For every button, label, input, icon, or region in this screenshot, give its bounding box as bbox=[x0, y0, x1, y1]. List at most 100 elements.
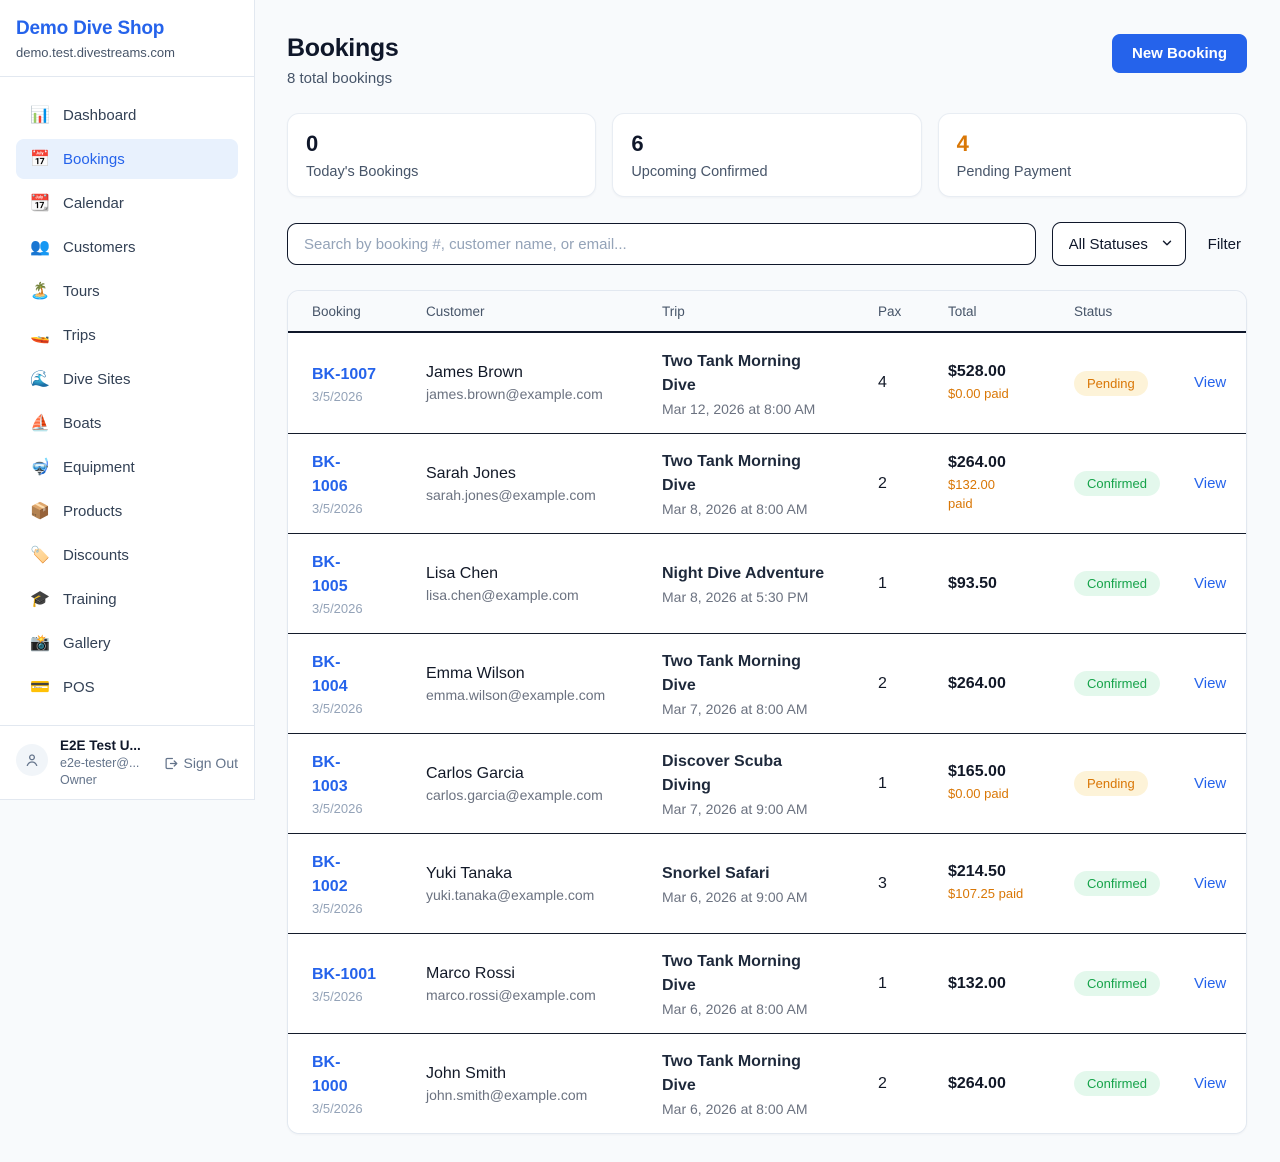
view-link[interactable]: View bbox=[1194, 874, 1227, 892]
status-select[interactable]: All Statuses bbox=[1051, 222, 1186, 266]
sidebar-item-label: Equipment bbox=[63, 458, 135, 476]
status-badge: Confirmed bbox=[1074, 571, 1160, 596]
booking-id-link[interactable]: BK- 1006 bbox=[312, 454, 348, 495]
booking-date: 3/5/2026 bbox=[312, 701, 363, 716]
booking-cell: BK- 1003 3/5/2026 bbox=[312, 751, 426, 816]
total-cell: $264.00 $132.00 paid bbox=[948, 454, 1074, 514]
pax-count: 1 bbox=[878, 774, 887, 792]
paid-amount: $107.25 paid bbox=[948, 886, 1024, 902]
sidebar-item-label: Trips bbox=[63, 326, 96, 344]
booking-id-link[interactable]: BK- 1005 bbox=[312, 554, 348, 595]
sidebar-item-bookings[interactable]: 📅 Bookings bbox=[16, 139, 238, 179]
customer-cell: Carlos Garcia carlos.garcia@example.com bbox=[426, 765, 662, 803]
actions-cell: View bbox=[1194, 575, 1230, 593]
sign-out-button[interactable]: Sign Out bbox=[163, 755, 238, 771]
customer-cell: John Smith john.smith@example.com bbox=[426, 1065, 662, 1103]
sidebar-item-products[interactable]: 📦 Products bbox=[16, 491, 238, 531]
sidebar-item-discounts[interactable]: 🏷️ Discounts bbox=[16, 535, 238, 575]
avatar bbox=[16, 744, 48, 776]
booking-id-link[interactable]: BK- 1000 bbox=[312, 1054, 348, 1095]
user-name: E2E Test U... bbox=[60, 738, 141, 753]
booking-id-link[interactable]: BK-1001 bbox=[312, 966, 377, 983]
sidebar-item-boats[interactable]: ⛵ Boats bbox=[16, 403, 238, 443]
sidebar-item-tours[interactable]: 🏝️ Tours bbox=[16, 271, 238, 311]
sidebar-item-equipment[interactable]: 🤿 Equipment bbox=[16, 447, 238, 487]
sidebar-item-calendar[interactable]: 📆 Calendar bbox=[16, 183, 238, 223]
sidebar-nav: 📊 Dashboard 📅 Bookings 📆 Calendar 👥 Customers 🏝️… bbox=[0, 77, 254, 711]
gallery-icon: 📸 bbox=[30, 635, 50, 652]
view-link[interactable]: View bbox=[1194, 674, 1227, 692]
booking-id-link[interactable]: BK- 1002 bbox=[312, 854, 348, 895]
actions-cell: View bbox=[1194, 475, 1230, 493]
status-cell: Confirmed bbox=[1074, 971, 1194, 996]
booking-id-link[interactable]: BK- 1003 bbox=[312, 754, 348, 795]
sidebar-item-gallery[interactable]: 📸 Gallery bbox=[16, 623, 238, 663]
view-link[interactable]: View bbox=[1194, 374, 1227, 391]
total-cell: $264.00 bbox=[948, 1075, 1074, 1093]
sidebar-item-pos[interactable]: 💳 POS bbox=[16, 667, 238, 707]
bookings-icon: 📅 bbox=[30, 151, 50, 168]
booking-cell: BK- 1002 3/5/2026 bbox=[312, 851, 426, 916]
view-link[interactable]: View bbox=[1194, 474, 1227, 492]
filter-button[interactable]: Filter bbox=[1202, 236, 1247, 253]
customer-email: lisa.chen@example.com bbox=[426, 586, 579, 603]
customer-email: carlos.garcia@example.com bbox=[426, 786, 603, 803]
sidebar-item-customers[interactable]: 👥 Customers bbox=[16, 227, 238, 267]
sidebar-item-dashboard[interactable]: 📊 Dashboard bbox=[16, 95, 238, 135]
sidebar-item-label: Boats bbox=[63, 414, 102, 432]
sidebar-item-label: Discounts bbox=[63, 546, 129, 564]
trip-datetime: Mar 6, 2026 at 8:00 AM bbox=[662, 1101, 808, 1117]
sidebar-item-label: Bookings bbox=[63, 150, 125, 168]
sidebar-item-label: Dashboard bbox=[63, 106, 137, 124]
search-input[interactable] bbox=[287, 223, 1036, 265]
trip-cell: Two Tank Morning Dive Mar 12, 2026 at 8:… bbox=[662, 350, 878, 417]
status-cell: Pending bbox=[1074, 370, 1194, 396]
trip-cell: Two Tank Morning Dive Mar 8, 2026 at 8:0… bbox=[662, 450, 878, 517]
trip-datetime: Mar 6, 2026 at 9:00 AM bbox=[662, 889, 808, 905]
customer-cell: Emma Wilson emma.wilson@example.com bbox=[426, 665, 662, 703]
pax-count: 2 bbox=[878, 1074, 887, 1092]
training-icon: 🎓 bbox=[30, 591, 50, 608]
controls-row: All Statuses Filter bbox=[287, 222, 1247, 266]
sidebar-item-label: Customers bbox=[63, 238, 136, 256]
booking-id-link[interactable]: BK-1007 bbox=[312, 365, 377, 383]
sidebar-item-dive-sites[interactable]: 🌊 Dive Sites bbox=[16, 359, 238, 399]
sidebar-item-trips[interactable]: 🚤 Trips bbox=[16, 315, 238, 355]
total-cell: $264.00 bbox=[948, 675, 1074, 693]
trip-datetime: Mar 8, 2026 at 5:30 PM bbox=[662, 589, 809, 605]
trip-cell: Two Tank Morning Dive Mar 7, 2026 at 8:0… bbox=[662, 650, 878, 717]
sidebar-item-label: Products bbox=[63, 502, 123, 520]
stat-label: Pending Payment bbox=[956, 164, 1072, 181]
trip-datetime: Mar 8, 2026 at 8:00 AM bbox=[662, 501, 808, 517]
boats-icon: ⛵ bbox=[30, 415, 50, 432]
column-header-customer: Customer bbox=[426, 303, 485, 319]
pos-icon: 💳 bbox=[30, 679, 50, 696]
view-link[interactable]: View bbox=[1194, 574, 1227, 592]
logout-icon bbox=[165, 757, 177, 769]
new-booking-button[interactable]: New Booking bbox=[1111, 34, 1247, 73]
trip-cell: Night Dive Adventure Mar 8, 2026 at 5:30… bbox=[662, 562, 878, 605]
paid-amount: $132.00 paid bbox=[948, 476, 995, 511]
total-amount: $165.00 bbox=[948, 763, 1006, 781]
sidebar: Demo Dive Shop demo.test.divestreams.com… bbox=[0, 0, 255, 800]
paid-amount: $0.00 paid bbox=[948, 385, 1009, 401]
sidebar-item-training[interactable]: 🎓 Training bbox=[16, 579, 238, 619]
products-icon: 📦 bbox=[30, 503, 50, 520]
view-link[interactable]: View bbox=[1194, 974, 1227, 992]
status-cell: Confirmed bbox=[1074, 571, 1194, 596]
table-row: BK- 1005 3/5/2026 Lisa Chen lisa.chen@ex… bbox=[288, 533, 1246, 633]
page-subtitle: 8 total bookings bbox=[287, 70, 393, 87]
view-link[interactable]: View bbox=[1194, 1074, 1227, 1092]
status-badge: Confirmed bbox=[1074, 1071, 1160, 1096]
booking-id-link[interactable]: BK- 1004 bbox=[312, 654, 348, 695]
customer-name: Emma Wilson bbox=[426, 664, 525, 682]
table-row: BK- 1003 3/5/2026 Carlos Garcia carlos.g… bbox=[288, 733, 1246, 833]
stat-label: Today's Bookings bbox=[306, 164, 419, 181]
table-row: BK- 1002 3/5/2026 Yuki Tanaka yuki.tanak… bbox=[288, 833, 1246, 933]
stat-value: 6 bbox=[631, 131, 644, 156]
tours-icon: 🏝️ bbox=[30, 283, 50, 300]
calendar-icon: 📆 bbox=[30, 195, 50, 212]
view-link[interactable]: View bbox=[1194, 774, 1227, 792]
total-amount: $214.50 bbox=[948, 863, 1006, 881]
customers-icon: 👥 bbox=[30, 239, 50, 256]
